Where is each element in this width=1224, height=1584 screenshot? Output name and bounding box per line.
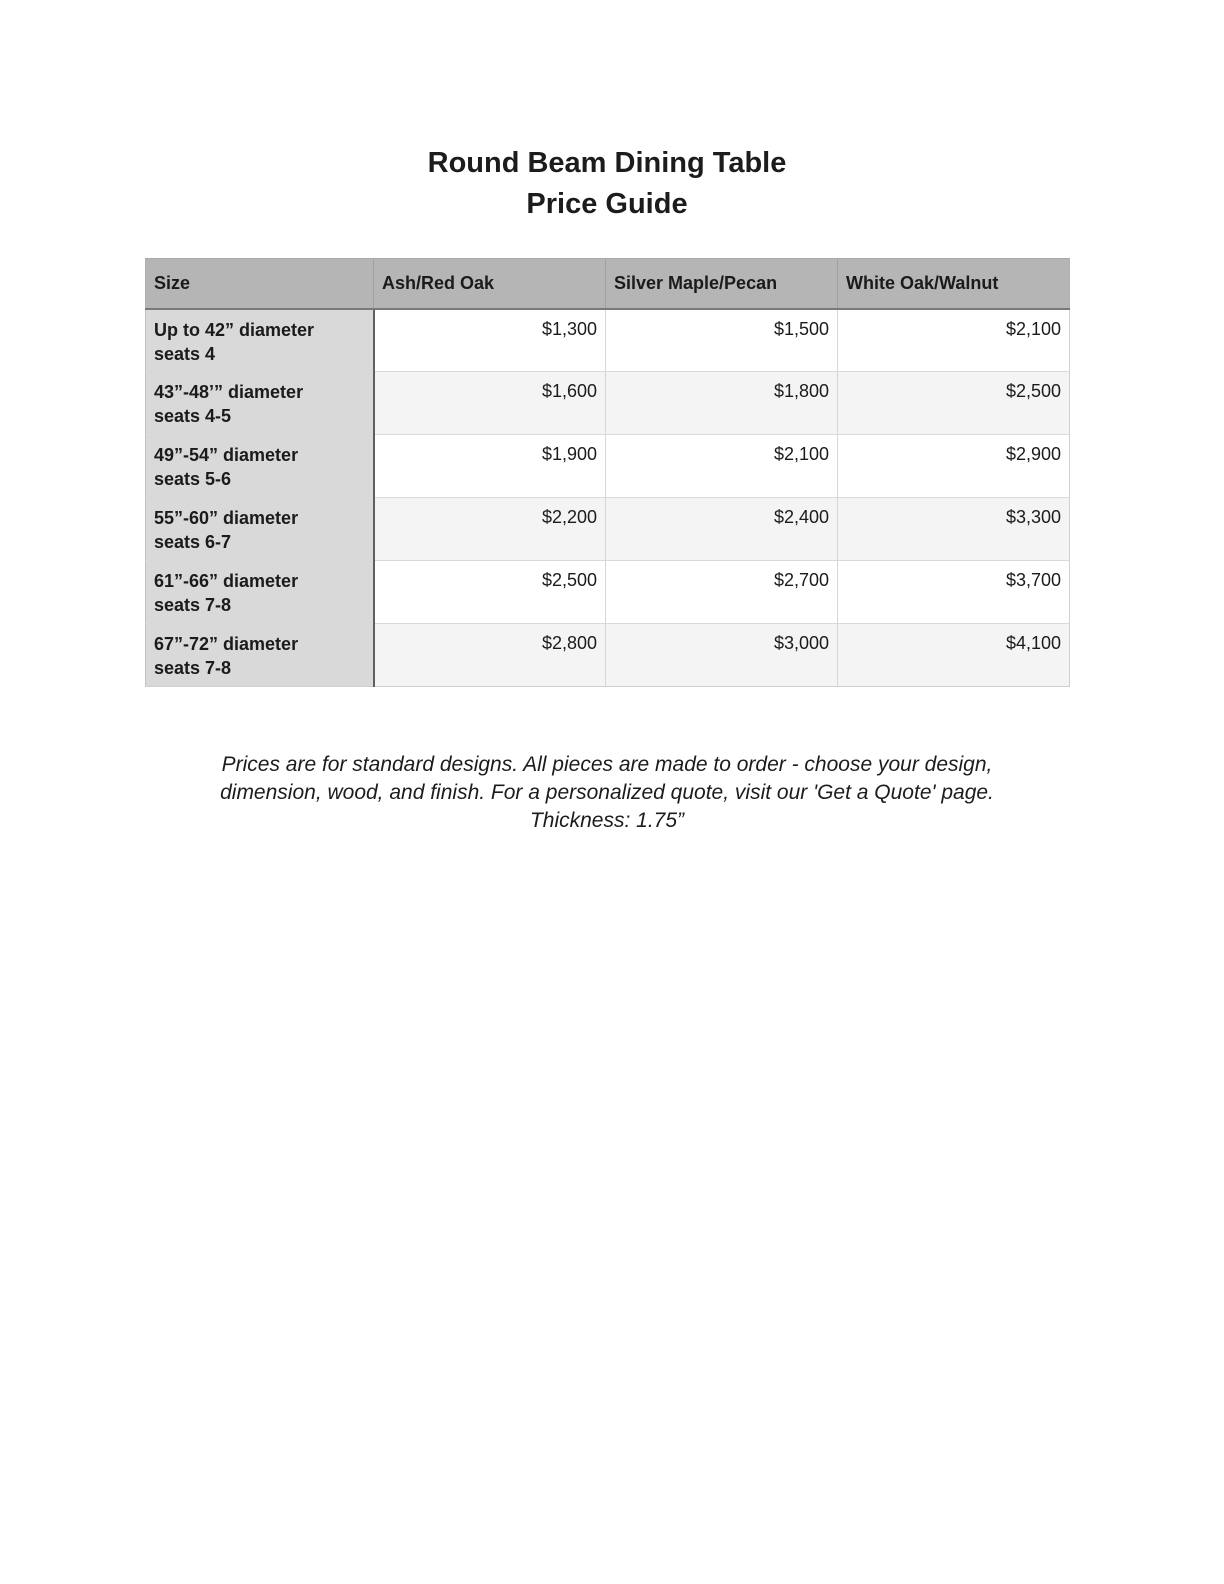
size-label-line-2: seats 7-8 [154,658,232,678]
table-row: 55”-60” diameter seats 6-7 $2,200 $2,400… [145,497,1070,561]
table-row: 43”-48’” diameter seats 4-5 $1,600 $1,80… [145,371,1070,435]
size-cell: 55”-60” diameter seats 6-7 [145,497,375,561]
price-cell: $2,400 [605,497,838,561]
size-label-line-1: 43”-48’” diameter [154,382,304,402]
column-header-silver-maple-pecan: Silver Maple/Pecan [605,258,838,310]
price-guide-table: Size Ash/Red Oak Silver Maple/Pecan Whit… [145,258,1070,687]
size-label-line-1: 55”-60” diameter [154,508,299,528]
page-title-line-2: Price Guide [526,188,688,220]
size-label-line-2: seats 7-8 [154,595,232,615]
size-label-line-2: seats 4 [154,343,216,364]
size-cell: 43”-48’” diameter seats 4-5 [145,371,375,435]
price-cell: $2,100 [837,308,1070,372]
table-row: Up to 42” diameter seats 4 $1,300 $1,500… [145,308,1070,372]
price-cell: $3,300 [837,497,1070,561]
size-label-line-2: seats 5-6 [154,469,232,489]
price-cell: $2,800 [373,623,606,687]
price-cell: $2,500 [373,560,606,624]
size-label-line-1: 61”-66” diameter [154,571,299,591]
price-cell: $3,000 [605,623,838,687]
size-cell: Up to 42” diameter seats 4 [145,308,375,372]
price-cell: $2,200 [373,497,606,561]
column-header-white-oak-walnut: White Oak/Walnut [837,258,1070,310]
size-cell: 49”-54” diameter seats 5-6 [145,434,375,498]
footnote-line-2: dimension, wood, and finish. For a perso… [220,781,994,804]
table-row: 49”-54” diameter seats 5-6 $1,900 $2,100… [145,434,1070,498]
size-label-line-1: Up to 42” diameter [154,319,315,340]
price-cell: $2,100 [605,434,838,498]
price-cell: $2,900 [837,434,1070,498]
size-label-line-1: 67”-72” diameter [154,634,299,654]
table-row: 67”-72” diameter seats 7-8 $2,800 $3,000… [145,623,1070,687]
page-title: Round Beam Dining Table Price Guide [145,143,1069,225]
page-title-line-1: Round Beam Dining Table [427,147,787,179]
footnote: Prices are for standard designs. All pie… [145,751,1069,835]
price-cell: $1,500 [605,308,838,372]
footnote-line-1: Prices are for standard designs. All pie… [221,753,993,776]
price-cell: $2,700 [605,560,838,624]
price-cell: $3,700 [837,560,1070,624]
table-row: 61”-66” diameter seats 7-8 $2,500 $2,700… [145,560,1070,624]
price-cell: $2,500 [837,371,1070,435]
table-header-row: Size Ash/Red Oak Silver Maple/Pecan Whit… [145,258,1070,310]
price-cell: $1,900 [373,434,606,498]
size-cell: 67”-72” diameter seats 7-8 [145,623,375,687]
size-label-line-1: 49”-54” diameter [154,445,299,465]
size-cell: 61”-66” diameter seats 7-8 [145,560,375,624]
price-cell: $1,300 [373,308,606,372]
price-cell: $1,800 [605,371,838,435]
footnote-line-3: Thickness: 1.75” [529,809,685,832]
column-header-ash-red-oak: Ash/Red Oak [373,258,606,310]
size-label-line-2: seats 4-5 [154,406,232,426]
price-cell: $4,100 [837,623,1070,687]
column-header-size: Size [145,258,374,310]
price-cell: $1,600 [373,371,606,435]
size-label-line-2: seats 6-7 [154,532,232,552]
